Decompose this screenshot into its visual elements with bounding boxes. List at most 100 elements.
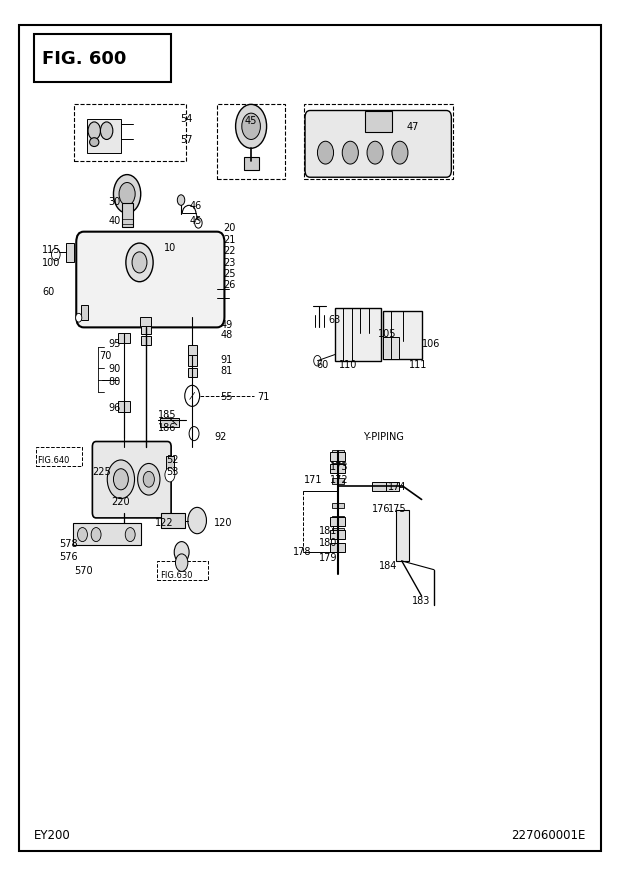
Bar <box>118 402 130 412</box>
Bar <box>161 513 185 529</box>
Text: 54: 54 <box>180 113 192 124</box>
Text: 80: 80 <box>108 376 121 387</box>
Circle shape <box>342 142 358 165</box>
Bar <box>332 503 344 509</box>
Text: 570: 570 <box>74 565 93 575</box>
Bar <box>372 482 386 491</box>
Text: 115: 115 <box>42 245 61 255</box>
Bar <box>141 337 151 346</box>
Text: 185: 185 <box>158 410 177 420</box>
Text: 55: 55 <box>220 391 232 402</box>
Circle shape <box>236 105 267 149</box>
Bar <box>122 203 133 228</box>
Circle shape <box>367 142 383 165</box>
Text: 111: 111 <box>409 360 428 370</box>
Text: 100: 100 <box>42 258 61 268</box>
Circle shape <box>314 356 321 367</box>
Bar <box>330 517 345 526</box>
Text: 96: 96 <box>108 403 121 413</box>
Text: 81: 81 <box>220 366 232 376</box>
Bar <box>386 482 399 491</box>
Text: 52: 52 <box>166 454 179 465</box>
Bar <box>188 356 197 367</box>
Text: 46: 46 <box>189 201 202 211</box>
Circle shape <box>174 542 189 563</box>
Circle shape <box>317 142 334 165</box>
Circle shape <box>113 175 141 214</box>
Text: 48: 48 <box>220 330 232 340</box>
Bar <box>330 531 345 539</box>
Bar <box>87 120 121 153</box>
Bar <box>332 464 344 469</box>
Text: 179: 179 <box>319 553 338 563</box>
Circle shape <box>113 469 128 490</box>
Text: 186: 186 <box>158 422 177 432</box>
Circle shape <box>107 460 135 499</box>
Text: 181: 181 <box>319 525 338 536</box>
Circle shape <box>76 314 82 323</box>
Text: 576: 576 <box>59 551 78 561</box>
Text: 26: 26 <box>223 280 236 290</box>
FancyBboxPatch shape <box>92 442 171 518</box>
Text: 95: 95 <box>108 339 121 349</box>
Text: 45: 45 <box>245 116 257 126</box>
Text: 91: 91 <box>220 354 232 365</box>
Text: 175: 175 <box>388 503 406 514</box>
Text: 63: 63 <box>329 314 341 324</box>
Bar <box>383 311 422 360</box>
Bar <box>332 517 344 522</box>
Text: 578: 578 <box>59 538 78 549</box>
Text: 174: 174 <box>388 481 406 492</box>
Text: 40: 40 <box>108 216 121 226</box>
Circle shape <box>177 196 185 206</box>
Circle shape <box>185 386 200 407</box>
Text: Y-PIPING: Y-PIPING <box>363 431 404 442</box>
Bar <box>141 326 151 335</box>
Text: 106: 106 <box>422 339 440 349</box>
Circle shape <box>126 244 153 282</box>
Text: 60: 60 <box>42 287 55 297</box>
Circle shape <box>100 123 113 140</box>
Circle shape <box>132 253 147 274</box>
Text: 10: 10 <box>164 243 177 253</box>
Circle shape <box>78 528 87 542</box>
Bar <box>365 111 392 133</box>
Bar <box>304 105 453 180</box>
Text: 57: 57 <box>180 135 192 146</box>
Bar <box>160 418 179 427</box>
Text: 110: 110 <box>339 360 357 370</box>
Text: 172: 172 <box>330 474 348 485</box>
Circle shape <box>125 528 135 542</box>
Text: FIG.630: FIG.630 <box>160 570 192 579</box>
Bar <box>332 528 344 533</box>
Circle shape <box>88 123 100 140</box>
Bar <box>188 368 197 377</box>
Text: 105: 105 <box>378 328 397 339</box>
Text: 53: 53 <box>166 467 179 477</box>
Text: 90: 90 <box>108 363 121 374</box>
Text: 71: 71 <box>257 391 270 402</box>
Text: 21: 21 <box>223 234 236 245</box>
Bar <box>36 447 82 467</box>
Bar <box>157 561 208 581</box>
Text: 23: 23 <box>223 257 236 267</box>
Circle shape <box>392 142 408 165</box>
Bar <box>332 479 344 484</box>
Text: 22: 22 <box>223 246 236 256</box>
Text: 178: 178 <box>293 546 311 557</box>
Bar <box>66 244 74 263</box>
Text: 184: 184 <box>379 560 398 571</box>
Bar <box>396 510 409 561</box>
Circle shape <box>119 183 135 206</box>
Text: 180: 180 <box>319 538 338 548</box>
Bar <box>335 309 381 361</box>
Text: 220: 220 <box>112 496 130 507</box>
Text: 20: 20 <box>223 223 236 233</box>
Ellipse shape <box>89 139 99 147</box>
Text: 60: 60 <box>316 360 329 370</box>
FancyBboxPatch shape <box>76 232 224 328</box>
Text: 70: 70 <box>99 351 112 361</box>
Circle shape <box>91 528 101 542</box>
Text: 171: 171 <box>304 474 322 485</box>
FancyBboxPatch shape <box>305 111 451 178</box>
